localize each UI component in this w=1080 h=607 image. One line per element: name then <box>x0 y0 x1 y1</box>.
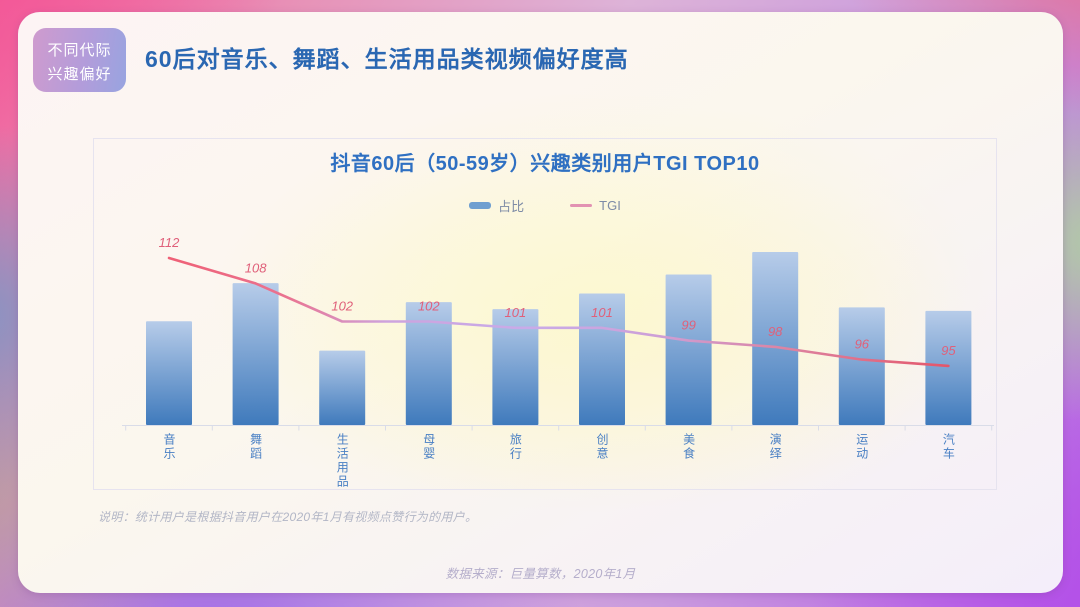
page-title: 60后对音乐、舞蹈、生活用品类视频偏好度高 <box>145 46 629 72</box>
legend-item-bar: 占比 <box>469 196 524 215</box>
legend-line-label: TGI <box>599 198 621 213</box>
chart-legend: 占比 TGI <box>94 196 996 215</box>
badge-line2: 兴趣偏好 <box>47 66 112 83</box>
tgi-label-8: 96 <box>855 337 870 352</box>
tgi-label-7: 98 <box>768 324 783 339</box>
bar-1 <box>232 283 279 425</box>
bar-6 <box>665 274 712 425</box>
tgi-label-5: 101 <box>591 305 613 320</box>
badge-line1: 不同代际 <box>47 42 112 59</box>
bar-4 <box>492 309 539 425</box>
bar-series-swatch-icon <box>469 202 492 209</box>
bar-9 <box>925 310 972 425</box>
chart-title: 抖音60后（50-59岁）兴趣类别用户TGI TOP10 <box>330 153 760 175</box>
bar-8 <box>838 307 885 425</box>
bar-2 <box>319 350 366 425</box>
tgi-label-3: 102 <box>418 299 440 314</box>
footnote: 说明：统计用户是根据抖音用户在2020年1月有视频点赞行为的用户。 <box>98 510 478 524</box>
tgi-label-6: 99 <box>681 318 695 333</box>
slide-card: 不同代际 兴趣偏好 60后对音乐、舞蹈、生活用品类视频偏好度高 112 108 10… <box>18 12 1063 593</box>
bar-5 <box>579 293 625 425</box>
tgi-label-9: 95 <box>941 343 956 358</box>
legend-bar-label: 占比 <box>498 199 525 214</box>
bar-7 <box>752 252 799 425</box>
tgi-label-4: 101 <box>505 305 527 320</box>
data-source: 数据来源：巨量算数，2020年1月 <box>445 567 636 581</box>
chart-plot: 112 108 102 102 101 101 99 98 96 95 <box>122 235 994 431</box>
tgi-label-1: 108 <box>245 260 267 275</box>
legend-item-line: TGI <box>570 198 621 213</box>
tgi-label-2: 102 <box>331 299 353 314</box>
bar-3 <box>405 302 452 425</box>
bar-0 <box>146 321 192 425</box>
section-badge: 不同代际 兴趣偏好 <box>33 28 126 92</box>
line-series-swatch-icon <box>570 204 593 207</box>
chart-panel: 112 108 102 102 101 101 99 98 96 95 音乐 舞蹈 生活用品 母婴 旅行创… <box>93 138 997 490</box>
tgi-label-0: 112 <box>159 235 180 250</box>
